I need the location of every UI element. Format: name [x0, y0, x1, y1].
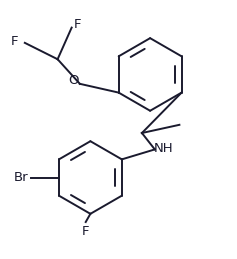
Text: F: F — [11, 35, 19, 48]
Text: Br: Br — [14, 171, 29, 184]
Text: F: F — [82, 225, 89, 238]
Text: F: F — [74, 18, 81, 31]
Text: NH: NH — [154, 142, 173, 155]
Text: O: O — [69, 74, 79, 87]
